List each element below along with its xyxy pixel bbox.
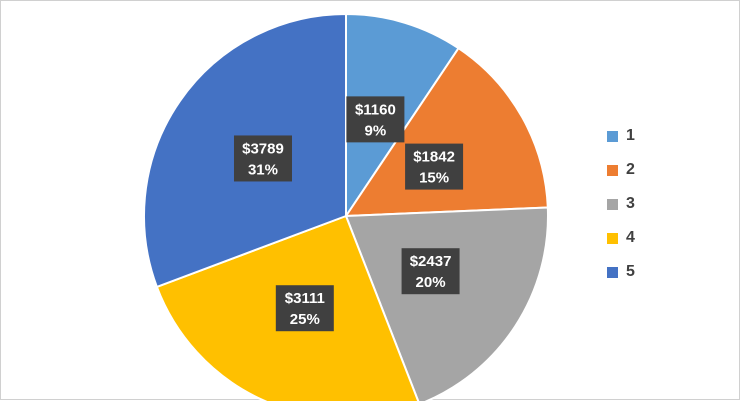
data-label-value: $1842: [413, 149, 455, 166]
data-label-percent: 31%: [248, 161, 278, 178]
legend-label: 5: [626, 263, 635, 280]
pie-slice-3: [344, 206, 549, 401]
pie-slice-2: [344, 46, 549, 218]
data-label-percent: 15%: [419, 170, 449, 187]
data-label-box: [275, 285, 334, 332]
legend-label: 2: [626, 161, 635, 178]
legend-swatch: [607, 130, 618, 142]
legend-swatch: [607, 266, 618, 278]
legend-item-5: 5: [607, 255, 635, 289]
legend-label: 3: [626, 195, 635, 212]
data-label-value: $1160: [355, 101, 396, 118]
data-label-box: [401, 248, 460, 295]
data-label-value: $2437: [410, 253, 452, 270]
data-label-1: $1160 9%: [346, 96, 405, 143]
data-label-percent: 9%: [365, 122, 387, 139]
pie-slices: [143, 12, 549, 401]
data-label-value: $3111: [285, 290, 325, 307]
data-label-box: [346, 96, 405, 143]
data-label-box: [233, 135, 292, 182]
data-label-percent: 25%: [290, 311, 320, 328]
legend-swatch: [607, 232, 618, 244]
legend-item-3: 3: [607, 187, 635, 221]
data-label-percent: 20%: [416, 274, 446, 291]
legend-label: 4: [626, 229, 635, 246]
legend-item-4: 4: [607, 221, 635, 255]
legend: 1 2 3 4 5: [607, 119, 635, 289]
legend-swatch: [607, 198, 618, 210]
data-label-3: $2437 20%: [401, 248, 460, 295]
legend-item-1: 1: [607, 119, 635, 153]
legend-swatch: [607, 164, 618, 176]
data-label-4: $3111 25%: [275, 285, 334, 332]
legend-label: 1: [626, 127, 635, 144]
legend-item-2: 2: [607, 153, 635, 187]
data-label-2: $1842 15%: [405, 143, 464, 190]
data-label-5: $3789 31%: [233, 135, 292, 182]
data-labels: $1160 9% $1842 15% $2437 20% $3111 25% $3789 31%: [233, 96, 464, 332]
data-label-box: [405, 143, 464, 190]
data-label-value: $3789: [242, 140, 284, 157]
